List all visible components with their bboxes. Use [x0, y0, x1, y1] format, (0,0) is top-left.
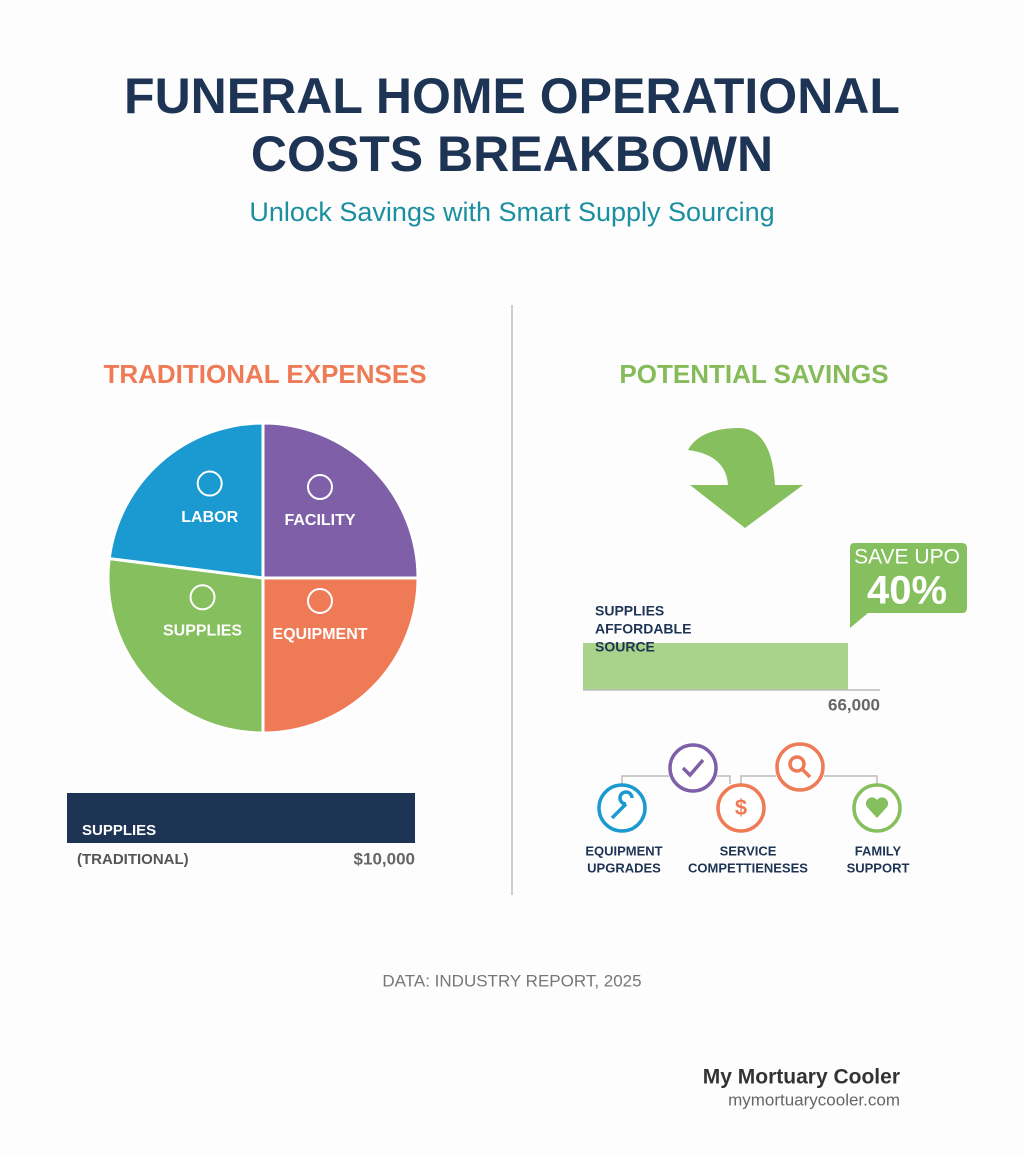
benefit-icons: $ — [597, 742, 902, 833]
slice-icon — [306, 587, 333, 614]
title-line: COSTS BREAKBOWN — [251, 126, 773, 182]
badge-value: 40% — [867, 569, 947, 613]
brand-url: mymortuarycooler.com — [728, 1090, 900, 1109]
benefit-label: SUPPORT — [847, 860, 910, 875]
slice-label: SUPPLIES — [163, 623, 242, 640]
pie-slice — [107, 421, 265, 580]
bar-label: AFFORDABLE — [595, 621, 691, 637]
connectors — [621, 775, 878, 784]
bar-value: $10,000 — [354, 849, 415, 868]
source-note: DATA: INDUSTRY REPORT, 2025 — [382, 971, 641, 990]
pie-slice — [261, 576, 420, 735]
bar-label: SUPPLIES — [595, 603, 664, 619]
savings-bar — [583, 643, 848, 690]
benefit-label: EQUIPMENT — [585, 843, 662, 858]
pie-slice — [106, 556, 265, 735]
brand-name: My Mortuary Cooler — [703, 1066, 900, 1089]
badge-text: SAVE UPO — [854, 546, 960, 569]
down-arrow — [688, 428, 803, 528]
slice-icon — [306, 474, 333, 501]
benefit-label: UPGRADES — [587, 860, 661, 875]
subtitle: Unlock Savings with Smart Supply Sourcin… — [249, 197, 774, 227]
title-line: FUNERAL HOME OPERATIONAL — [124, 68, 900, 124]
slice-icon — [196, 470, 223, 497]
bar-label: SOURCE — [595, 639, 655, 655]
bar-sublabel: (TRADITIONAL) — [77, 851, 189, 868]
pie-slice — [261, 421, 420, 580]
svg-text:$: $ — [735, 795, 747, 820]
slice-icon — [189, 584, 216, 611]
benefit-label: COMPETTIENESES — [688, 860, 808, 875]
section-heading: POTENTIAL SAVINGS — [619, 359, 888, 389]
benefit-label: FAMILY — [855, 843, 902, 858]
benefit-label: SERVICE — [720, 843, 777, 858]
slice-label: FACILITY — [284, 512, 355, 529]
bar-value: 66,000 — [828, 695, 880, 714]
slice-label: LABOR — [181, 509, 238, 526]
bar-label: SUPPLIES — [82, 822, 156, 839]
pie-chart: FACILITY EQUIPMENT SUPPLIES LABOR — [106, 421, 420, 735]
supplies-bar — [67, 793, 415, 843]
slice-label: EQUIPMENT — [272, 626, 367, 643]
section-heading: TRADITIONAL EXPENSES — [103, 359, 426, 389]
savings-badge — [850, 543, 967, 628]
